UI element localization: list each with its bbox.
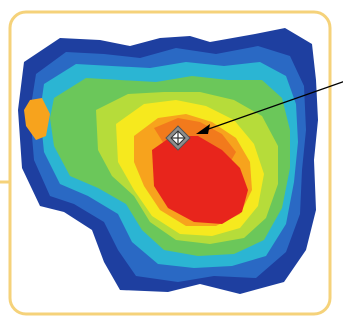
- arrow-pointer-icon: [196, 81, 343, 134]
- orange-hexagon-spot: [24, 98, 50, 140]
- grey-diamond-crosshair-icon: [165, 125, 191, 151]
- contour-red-peak: [152, 136, 248, 224]
- contour-map: [18, 28, 318, 294]
